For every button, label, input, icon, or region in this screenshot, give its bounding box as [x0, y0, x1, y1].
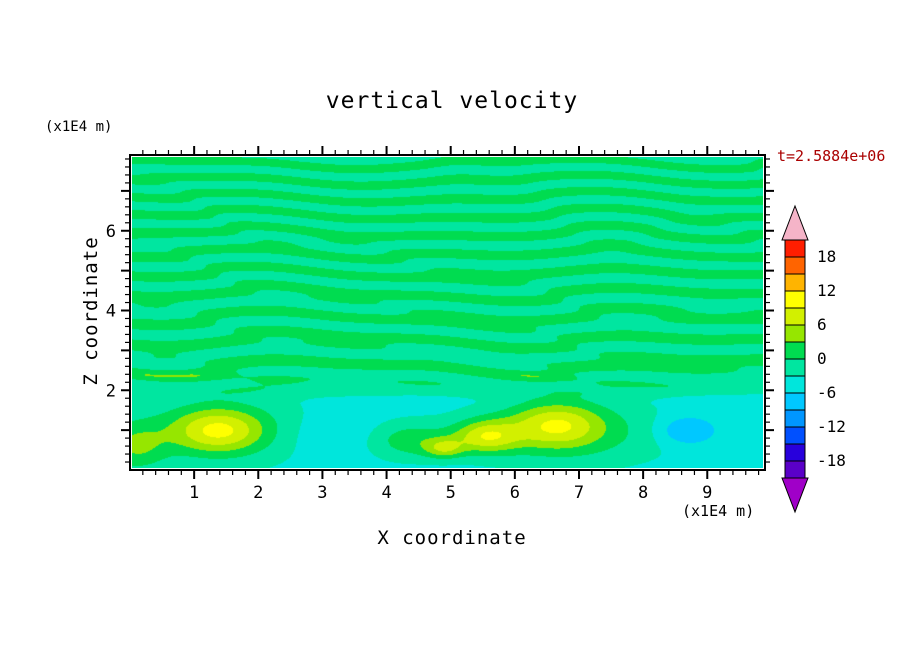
x-tick-label: 8 [638, 483, 648, 503]
colorbar-band [784, 307, 806, 326]
y-axis-title: Z coordinate [80, 236, 102, 386]
y-tick-label: 2 [106, 381, 116, 401]
colorbar-tick-label: 6 [817, 315, 827, 334]
colorbar-band [784, 409, 806, 428]
x-axis-title: X coordinate [377, 527, 527, 549]
y-axis-unit-label: (x1E4 m) [45, 119, 113, 135]
colorbar-band [784, 460, 806, 479]
x-tick-label: 5 [446, 483, 456, 503]
x-tick-label: 4 [381, 483, 391, 503]
x-tick-label: 7 [574, 483, 584, 503]
colorbar-tick-label: -6 [817, 383, 836, 402]
colorbar-band [784, 443, 806, 462]
x-tick-label: 1 [189, 483, 199, 503]
x-tick-label: 6 [510, 483, 520, 503]
y-tick-label: 6 [106, 222, 116, 242]
colorbar-tick-label: 12 [817, 281, 836, 300]
colorbar-arrow-down [781, 477, 809, 514]
colorbar-band [784, 273, 806, 292]
colorbar-arrow-up [781, 204, 809, 241]
colorbar-band [784, 358, 806, 377]
x-axis-unit-label: (x1E4 m) [682, 502, 755, 520]
colorbar-tick-label: -12 [817, 417, 846, 436]
colorbar-band [784, 341, 806, 360]
colorbar-band [784, 324, 806, 343]
colorbar-band [784, 239, 806, 258]
x-tick-label: 2 [253, 483, 263, 503]
colorbar-tick-label: 18 [817, 247, 836, 266]
colorbar-tick-label: -18 [817, 451, 846, 470]
colorbar-band [784, 256, 806, 275]
colorbar-band [784, 426, 806, 445]
x-tick-label: 9 [702, 483, 712, 503]
time-annotation: t=2.5884e+06 [777, 147, 886, 165]
contour-canvas [132, 157, 763, 468]
colorbar-tick-label: 0 [817, 349, 827, 368]
plot-frame [129, 154, 766, 471]
colorbar-band [784, 290, 806, 309]
x-tick-label: 3 [317, 483, 327, 503]
y-tick-label: 4 [106, 302, 116, 322]
colorbar-band [784, 375, 806, 394]
colorbar-band [784, 392, 806, 411]
plot-title: vertical velocity [325, 88, 579, 114]
